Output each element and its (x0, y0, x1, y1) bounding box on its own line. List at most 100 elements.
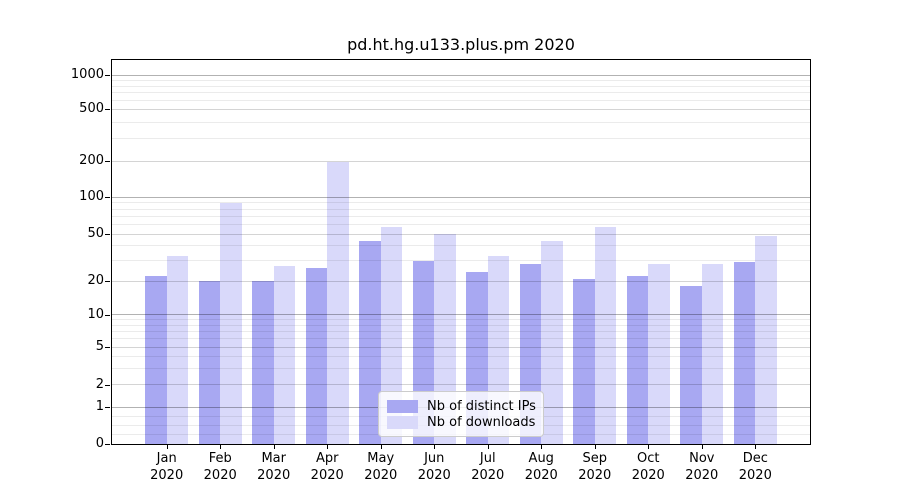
legend-swatch-distinct-ips (387, 399, 418, 413)
x-tick-mark (541, 445, 543, 449)
bar-distinct-ips-jan (145, 276, 167, 444)
gridline (112, 245, 810, 247)
x-tick-year: 2020 (631, 468, 665, 483)
gridline (112, 202, 810, 204)
bar-downloads-may (380, 227, 403, 444)
y-tick-mark (105, 347, 110, 349)
bar-distinct-ips-mar (252, 281, 274, 444)
y-tick-mark (105, 109, 110, 111)
x-tick-label-oct: Oct 2020 (603, 450, 693, 484)
x-tick-label-jan: Jan 2020 (122, 450, 212, 484)
y-tick-label: 1000 (70, 67, 104, 83)
gridline (112, 384, 810, 386)
gridline (112, 215, 810, 217)
gridline (112, 74, 810, 76)
plot-area (111, 59, 811, 445)
y-tick-label: 2 (95, 376, 104, 392)
bar-downloads-oct (648, 264, 670, 444)
bar-downloads-sep (594, 227, 617, 444)
gridline (112, 346, 810, 348)
y-tick-label: 500 (79, 101, 104, 117)
legend-label-distinct-ips: Nb of distinct IPs (427, 398, 536, 414)
x-tick-label-jun: Jun 2020 (389, 450, 479, 484)
x-tick-month: Dec (742, 451, 768, 466)
gridline (112, 92, 810, 94)
x-tick-year: 2020 (524, 468, 558, 483)
gridline (112, 314, 810, 316)
x-tick-label-may: May 2020 (336, 450, 426, 484)
x-tick-month: Feb (208, 451, 232, 466)
x-tick-year: 2020 (150, 468, 184, 483)
x-tick-month: Oct (637, 451, 660, 466)
gridline (112, 99, 810, 101)
x-tick-month: Jun (424, 451, 445, 466)
x-tick-year: 2020 (578, 468, 612, 483)
x-tick-mark (594, 445, 596, 449)
bar-downloads-apr (327, 162, 349, 444)
gridline (112, 338, 810, 340)
x-tick-mark (220, 445, 222, 449)
legend-label-downloads: Nb of downloads (427, 414, 536, 430)
x-tick-label-jul: Jul 2020 (443, 450, 533, 484)
y-tick-mark (105, 384, 110, 386)
gridline (112, 208, 810, 210)
y-tick-mark (105, 161, 110, 163)
bar-distinct-ips-oct (626, 276, 649, 444)
y-tick-label: 100 (79, 189, 104, 205)
y-tick-mark (105, 75, 110, 77)
x-tick-month: Jul (479, 451, 496, 466)
bar-distinct-ips-dec (733, 262, 756, 444)
x-tick-year: 2020 (738, 468, 772, 483)
x-tick-month: Sep (582, 451, 608, 466)
gridline (112, 319, 810, 321)
x-tick-label-nov: Nov 2020 (657, 450, 747, 484)
gridline (112, 160, 810, 162)
x-tick-label-apr: Apr 2020 (282, 450, 372, 484)
y-tick-mark (105, 281, 110, 283)
x-tick-mark (380, 445, 382, 449)
gridline (112, 331, 810, 333)
gridline (112, 260, 810, 262)
y-tick-label: 5 (95, 339, 104, 355)
bar-distinct-ips-sep (573, 278, 595, 444)
x-tick-label-dec: Dec 2020 (710, 450, 800, 484)
bar-downloads-aug (541, 240, 563, 444)
legend-swatch-downloads (387, 415, 418, 429)
gridline (112, 233, 810, 235)
x-tick-mark (701, 445, 703, 449)
x-tick-month: Mar (261, 451, 286, 466)
y-tick-label: 200 (79, 153, 104, 169)
y-tick-mark (105, 234, 110, 236)
y-tick-mark (105, 444, 110, 445)
gridline (112, 280, 810, 282)
bar-downloads-feb (220, 203, 242, 444)
y-tick-label: 50 (87, 226, 104, 242)
gridline (112, 324, 810, 326)
x-tick-label-feb: Feb 2020 (175, 450, 265, 484)
x-tick-month: Jan (156, 451, 177, 466)
x-tick-year: 2020 (257, 468, 291, 483)
y-tick-mark (105, 407, 110, 409)
gridline (112, 137, 810, 139)
y-tick-mark (105, 197, 110, 199)
bar-downloads-dec (755, 236, 777, 444)
bar-distinct-ips-apr (305, 267, 328, 444)
y-tick-label: 1 (95, 399, 104, 415)
bar-distinct-ips-feb (198, 281, 221, 444)
plot-canvas (112, 60, 810, 444)
y-tick-mark (105, 314, 110, 316)
x-tick-year: 2020 (203, 468, 237, 483)
x-tick-month: Aug (528, 451, 554, 466)
x-tick-mark (648, 445, 650, 449)
bar-distinct-ips-may (359, 240, 381, 444)
bar-downloads-jan (166, 255, 189, 444)
bar-downloads-mar (273, 265, 296, 444)
y-tick-label: 0 (95, 436, 104, 451)
y-tick-label: 20 (87, 273, 104, 289)
legend: Nb of distinct IPs Nb of downloads (378, 391, 544, 437)
bar-distinct-ips-nov (680, 286, 702, 444)
x-tick-year: 2020 (685, 468, 719, 483)
gridline (112, 196, 810, 198)
bar-downloads-nov (701, 264, 724, 444)
legend-entry-distinct-ips: Nb of distinct IPs (387, 398, 536, 414)
